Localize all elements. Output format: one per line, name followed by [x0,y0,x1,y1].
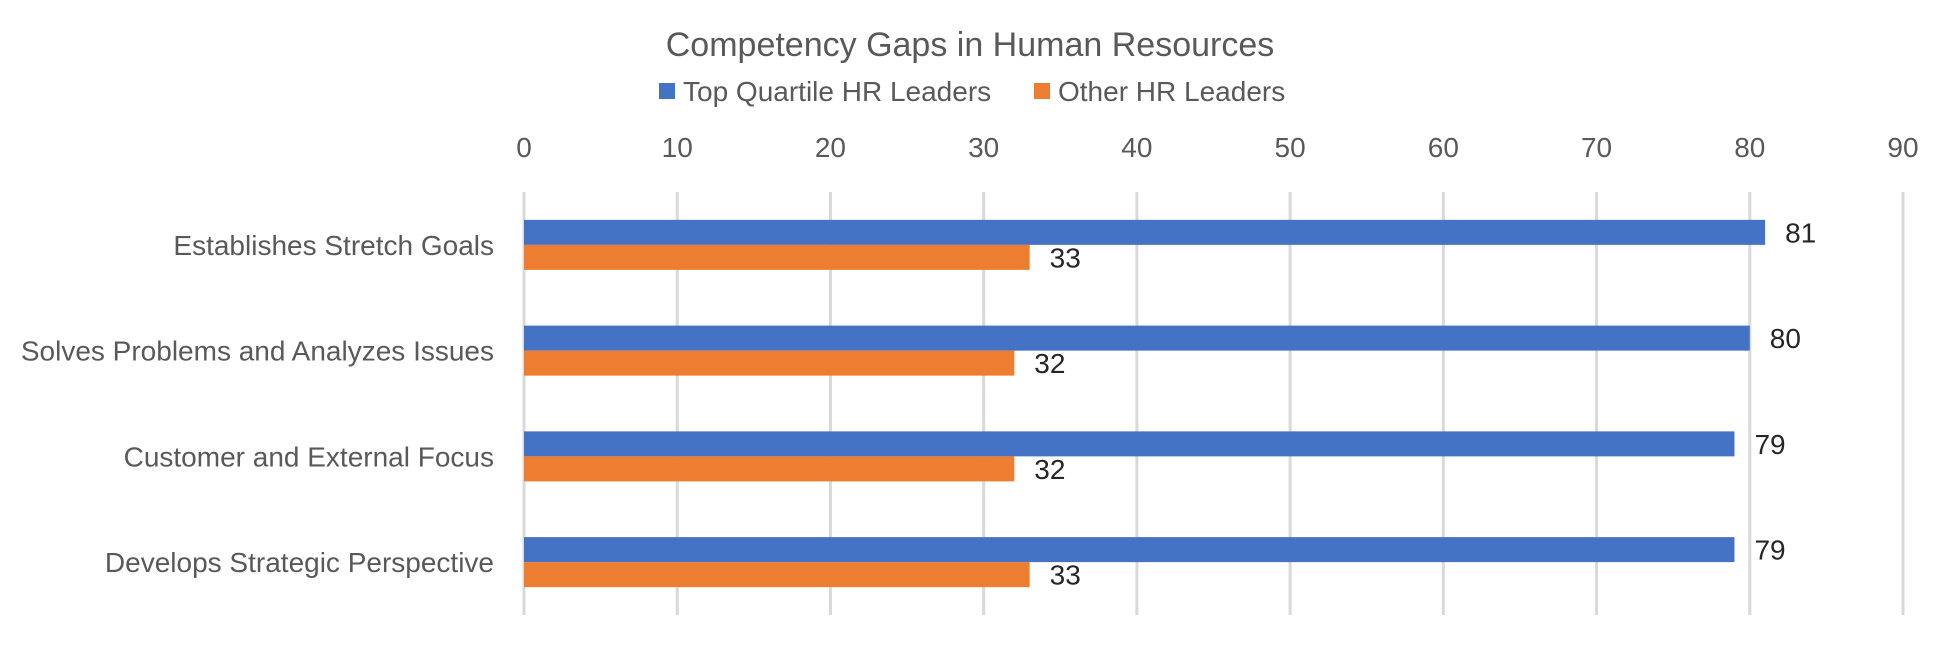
category-label: Customer and External Focus [124,441,494,472]
legend-swatch-top-quartile [659,83,675,99]
x-tick-label: 50 [1275,132,1306,163]
data-label: 81 [1785,217,1816,248]
bar-top-quartile [524,325,1750,351]
x-tick-label: 70 [1581,132,1612,163]
data-label: 79 [1754,429,1785,460]
bar-top-quartile [524,537,1735,563]
x-tick-label: 90 [1887,132,1918,163]
x-axis-ticks: 0 10 20 30 40 50 60 70 80 90 [516,132,1918,163]
data-label: 32 [1034,454,1065,485]
x-tick-label: 10 [662,132,693,163]
data-label: 79 [1754,535,1785,566]
data-label: 80 [1770,323,1801,354]
bar-other [524,562,1030,588]
category-label: Solves Problems and Analyzes Issues [21,336,494,367]
bar-top-quartile [524,431,1735,457]
legend-swatch-other [1034,83,1050,99]
data-label: 33 [1050,242,1081,273]
category-label: Develops Strategic Perspective [105,547,494,578]
x-tick-label: 80 [1734,132,1765,163]
bar-other [524,456,1015,482]
x-tick-label: 0 [516,132,532,163]
bar-top-quartile [524,219,1766,245]
legend-label-other: Other HR Leaders [1058,76,1285,107]
x-tick-label: 40 [1121,132,1152,163]
category-labels: Establishes Stretch Goals Solves Problems… [21,230,494,578]
data-label: 32 [1034,348,1065,379]
legend: Top Quartile HR Leaders Other HR Leaders [659,76,1285,107]
data-label: 33 [1050,560,1081,591]
bar-other [524,244,1030,270]
bar-other [524,350,1015,376]
legend-label-top-quartile: Top Quartile HR Leaders [683,76,991,107]
x-tick-label: 60 [1428,132,1459,163]
x-tick-label: 30 [968,132,999,163]
data-labels: 81 33 80 32 79 32 79 33 [1034,217,1816,590]
chart-title: Competency Gaps in Human Resources [666,26,1275,64]
bars [524,219,1766,588]
category-label: Establishes Stretch Goals [173,230,494,261]
x-tick-label: 20 [815,132,846,163]
